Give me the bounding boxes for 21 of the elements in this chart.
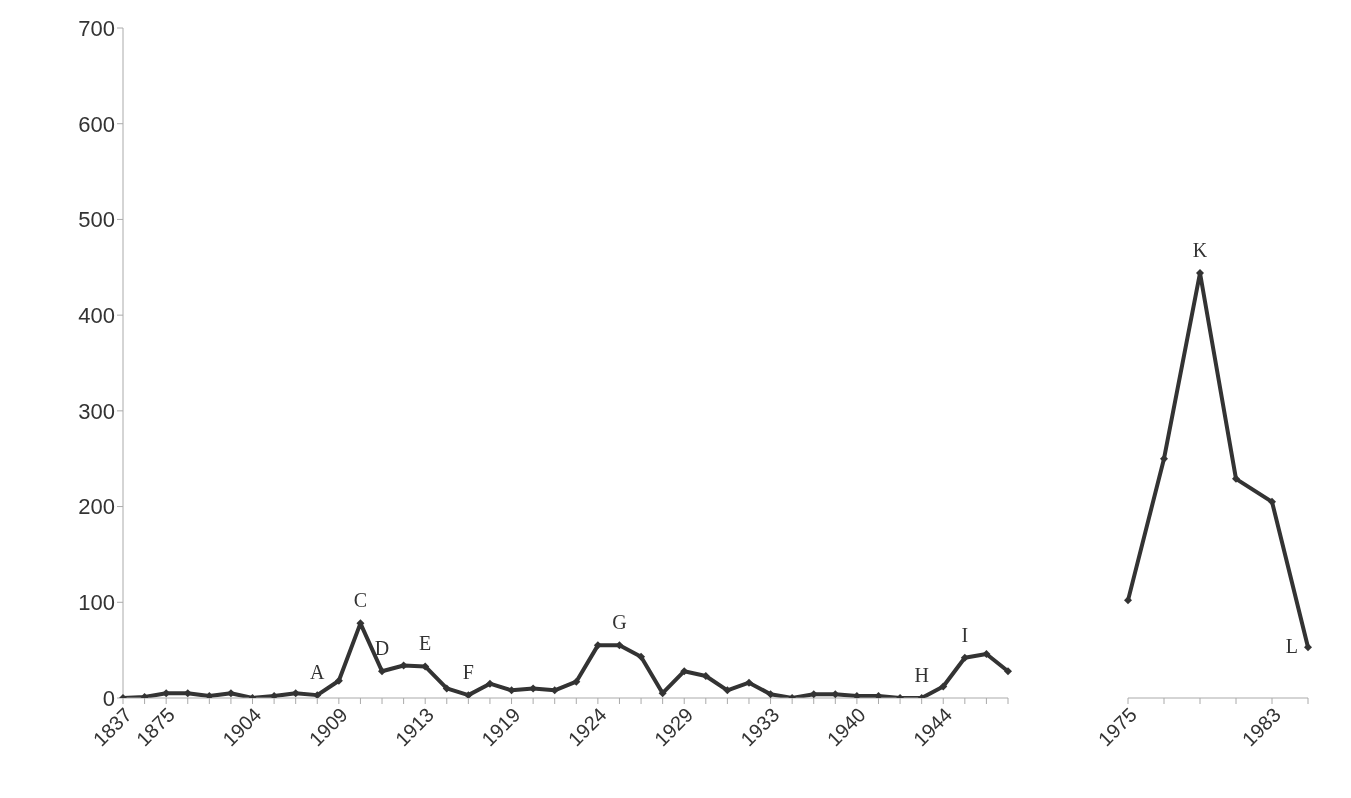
data-label: G [612, 611, 627, 634]
y-tick-label: 100 [78, 590, 115, 616]
data-label: F [462, 661, 474, 684]
y-tick-label: 0 [102, 685, 115, 711]
data-label: C [353, 589, 368, 612]
data-label: K [1192, 239, 1208, 262]
data-label: A [310, 661, 326, 684]
data-label: D [374, 637, 390, 660]
data-label: I [961, 623, 969, 646]
data-label: L [1285, 635, 1298, 658]
y-tick-label: 200 [78, 494, 115, 520]
y-tick-label: 600 [78, 111, 115, 137]
point [1304, 643, 1312, 652]
data-label: H [914, 664, 929, 686]
point [1124, 596, 1132, 605]
data-label: E [419, 632, 432, 655]
y-tick-label: 500 [78, 207, 115, 233]
y-tick-label: 300 [78, 398, 115, 424]
y-tick-label: 700 [78, 15, 115, 41]
y-tick-label: 400 [78, 302, 115, 328]
point [1268, 497, 1276, 506]
